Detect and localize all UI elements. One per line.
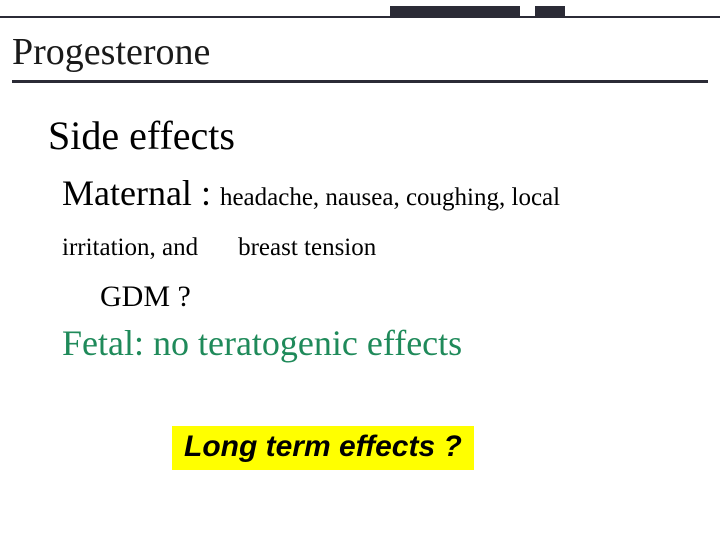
maternal-line-1: Maternal : headache, nausea, coughing, l… [62, 168, 680, 218]
header-underline [0, 16, 720, 18]
section-heading: Side effects [48, 112, 235, 159]
header-bar-segment [390, 6, 520, 16]
maternal-tail: headache, nausea, coughing, local [220, 184, 560, 211]
longterm-text: Long term effects ? [184, 430, 462, 463]
longterm-highlight-box: Long term effects ? [172, 426, 474, 470]
header-bar-segment [535, 6, 565, 16]
slide-title-block: Progesterone [12, 30, 708, 83]
maternal-line2-a: irritation, and [62, 234, 198, 261]
maternal-lead: Maternal : [62, 173, 220, 213]
slide-title: Progesterone [12, 30, 708, 74]
maternal-line2-b: breast tension [238, 234, 376, 261]
fetal-text: Fetal: no teratogenic effects [62, 322, 462, 364]
gdm-text: GDM ? [100, 280, 191, 314]
header-decoration [0, 0, 720, 18]
maternal-line-2: irritation, and breast tension [62, 234, 376, 262]
